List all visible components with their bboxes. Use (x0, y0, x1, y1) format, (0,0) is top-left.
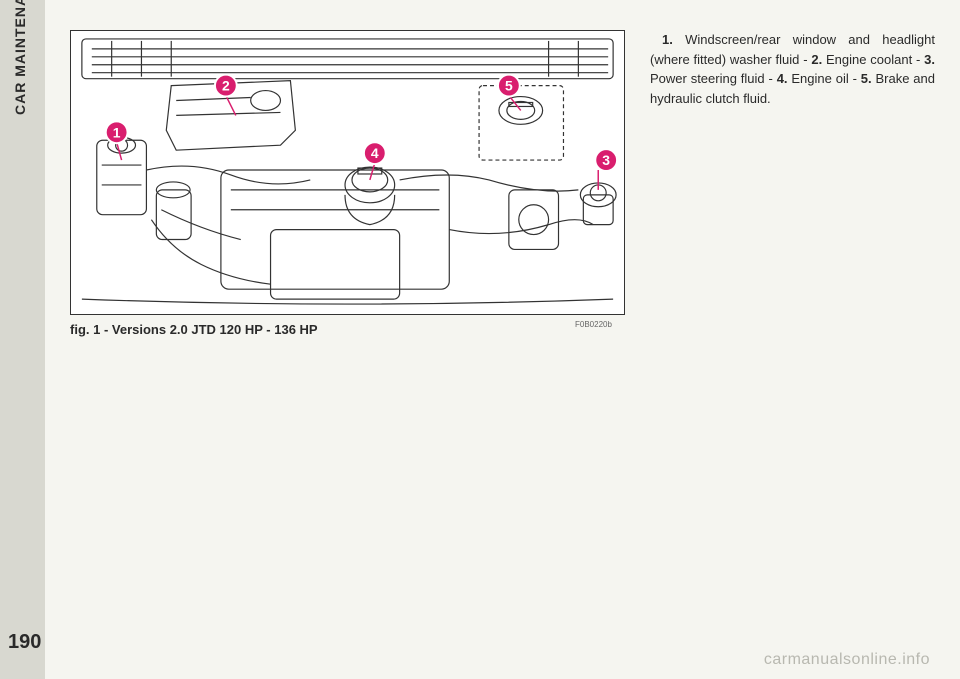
section-tab-label: CAR MAINTENANCE (12, 0, 28, 115)
page-number: 190 (8, 631, 41, 654)
section-tab: CAR MAINTENANCE (0, 0, 45, 679)
callout-number-5: 5 (505, 78, 513, 94)
legend-num-5: 5. (861, 71, 872, 86)
callout-number-4: 4 (371, 145, 379, 161)
image-reference-code: F0B0220b (575, 320, 612, 329)
legend-description: 1. Windscreen/rear window and headlight … (650, 30, 935, 108)
watermark: carmanualsonline.info (764, 651, 930, 669)
legend-num-3: 3. (924, 52, 935, 67)
legend-num-2: 2. (811, 52, 822, 67)
callout-number-1: 1 (113, 124, 121, 140)
manual-page: CAR MAINTENANCE 190 (0, 0, 960, 679)
callout-number-3: 3 (602, 152, 610, 168)
legend-text-4: Engine oil - (791, 71, 860, 86)
callout-number-2: 2 (222, 78, 230, 94)
figure-caption: fig. 1 - Versions 2.0 JTD 120 HP - 136 H… (70, 322, 318, 337)
legend-text-3: Power steering fluid - (650, 71, 777, 86)
legend-text-2: Engine coolant - (826, 52, 924, 67)
engine-illustration: 1 2 3 4 5 (71, 31, 624, 314)
legend-num-4: 4. (777, 71, 788, 86)
engine-diagram: 1 2 3 4 5 (70, 30, 625, 315)
legend-num-1: 1. (662, 32, 673, 47)
